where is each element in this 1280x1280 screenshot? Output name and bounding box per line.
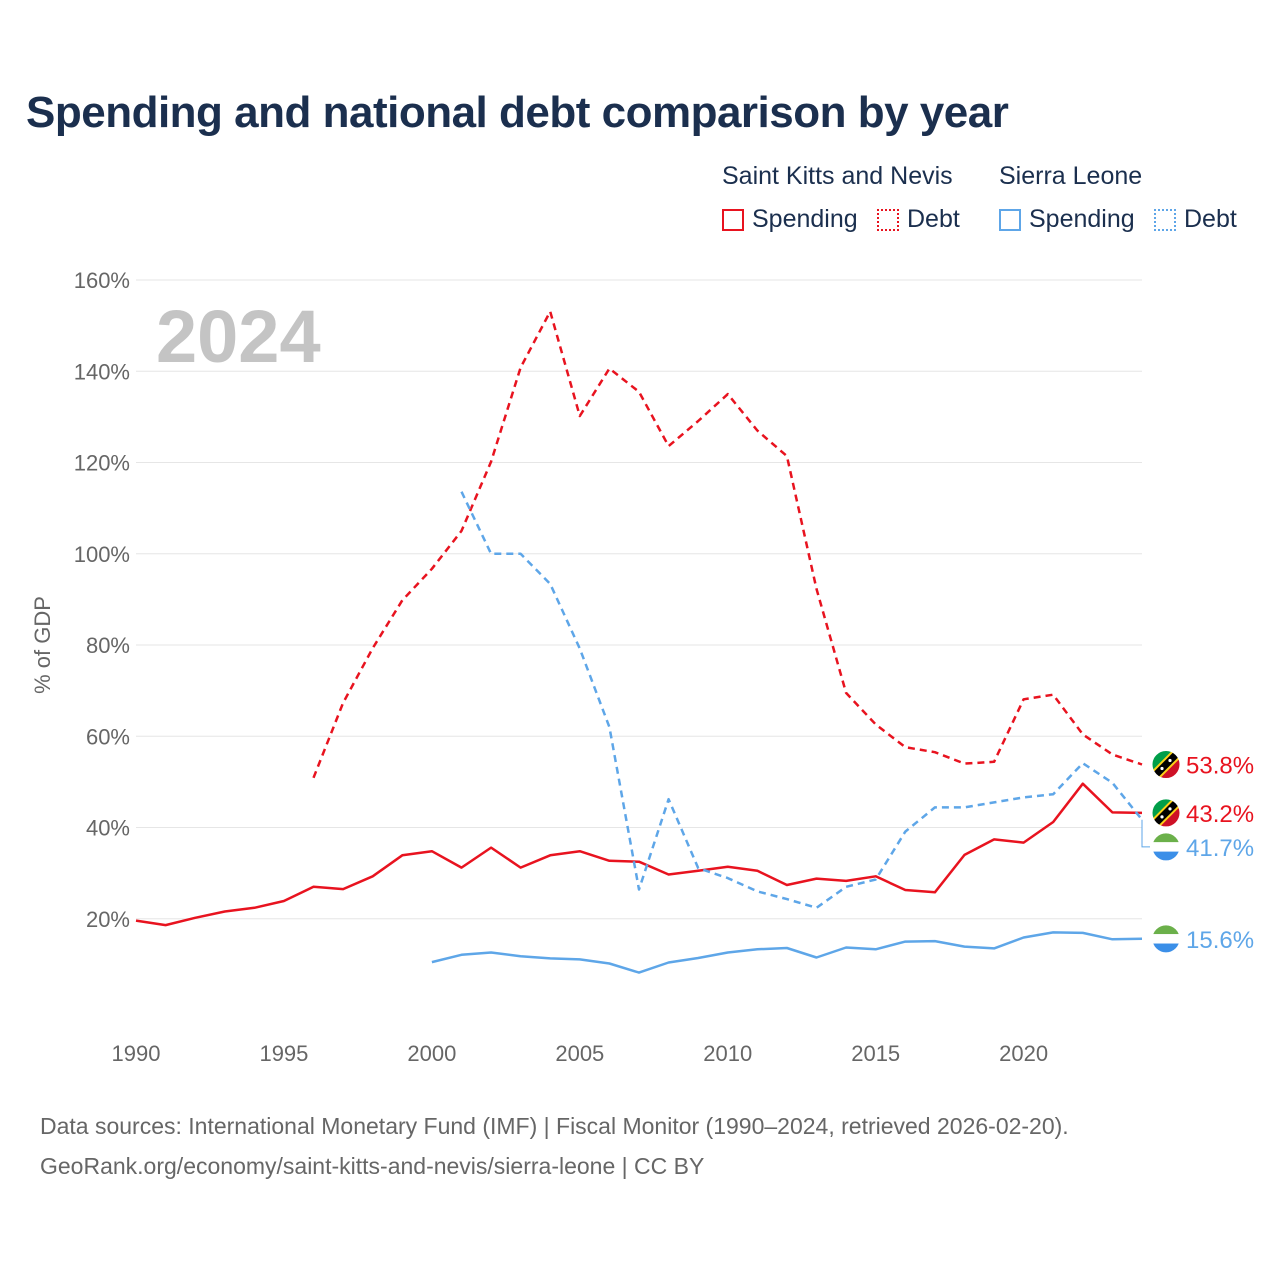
y-tick-label: 140%	[74, 359, 130, 384]
end-label-value: 15.6%	[1186, 927, 1254, 954]
legend-label: Spending	[1029, 205, 1135, 233]
end-label-value: 53.8%	[1186, 753, 1254, 780]
end-label-value: 41.7%	[1186, 835, 1254, 862]
legend-item-sierra-leone-spending[interactable]: Spending	[999, 205, 1135, 234]
saint-kitts-flag-icon	[1151, 798, 1181, 828]
end-label-connector	[1141, 819, 1150, 848]
year-overlay-layer: 2024	[156, 295, 321, 378]
legend-label: Spending	[752, 205, 858, 233]
legend-label: Debt	[1184, 205, 1237, 233]
chart-title: Spending and national debt comparison by…	[26, 88, 1009, 137]
legend-swatch-solid-icon	[722, 208, 744, 231]
x-tick-label: 1990	[112, 1041, 161, 1066]
legend-swatch-dotted-icon	[1154, 208, 1176, 231]
series-line-saint-kitts-and-nevis-spending[interactable]	[135, 782, 1143, 927]
series-layer	[135, 310, 1143, 974]
source-note: Data sources: International Monetary Fun…	[40, 1106, 1069, 1186]
sierra-leone-flag-icon	[1151, 924, 1181, 954]
legend-item-saint-kitts-debt[interactable]: Debt	[877, 205, 960, 234]
year-overlay: 2024	[156, 295, 321, 378]
legend-group-saint-kitts: Saint Kitts and Nevis	[722, 162, 953, 190]
y-tick-label: 160%	[74, 268, 130, 293]
legend-item-sierra-leone-debt[interactable]: Debt	[1154, 205, 1237, 234]
y-tick-label: 80%	[86, 633, 130, 658]
series-line-saint-kitts-and-nevis-debt[interactable]	[312, 310, 1143, 779]
x-tick-label: 2015	[851, 1041, 900, 1066]
y-tick-label: 120%	[74, 451, 130, 476]
sierra-leone-flag-icon	[1151, 832, 1181, 862]
x-tick-label: 2005	[555, 1041, 604, 1066]
legend-group-sierra-leone: Sierra Leone	[999, 162, 1143, 190]
legend-swatch-solid-icon	[999, 208, 1021, 231]
y-tick-label: 20%	[86, 907, 130, 932]
series-line-sierra-leone-spending[interactable]	[431, 931, 1143, 974]
source-line-2[interactable]: GeoRank.org/economy/saint-kitts-and-nevi…	[40, 1153, 705, 1179]
x-tick-label: 1995	[259, 1041, 308, 1066]
grid-layer	[136, 279, 1142, 920]
saint-kitts-flag-icon	[1151, 750, 1181, 780]
legend-item-saint-kitts-spending[interactable]: Spending	[722, 205, 858, 234]
x-tick-label: 2020	[999, 1041, 1048, 1066]
legend-swatch-dotted-icon	[877, 208, 899, 231]
series-line-sierra-leone-debt[interactable]	[460, 491, 1143, 910]
y-axis-title: % of GDP	[30, 596, 55, 694]
x-tick-label: 2010	[703, 1041, 752, 1066]
legend-label: Debt	[907, 205, 960, 233]
x-tick-label: 2000	[407, 1041, 456, 1066]
end-label-value: 43.2%	[1186, 801, 1254, 828]
y-tick-label: 40%	[86, 816, 130, 841]
source-line-1: Data sources: International Monetary Fun…	[40, 1113, 1069, 1139]
axis-layer: 20% 40% 60% 80% 100% 120% 140% 160% 1990 1995 2000…	[30, 268, 1048, 1066]
y-tick-label: 100%	[74, 542, 130, 567]
y-tick-label: 60%	[86, 724, 130, 749]
end-label-layer: 53.8% 43.2% 41.7% 15.6%	[1141, 750, 1254, 954]
